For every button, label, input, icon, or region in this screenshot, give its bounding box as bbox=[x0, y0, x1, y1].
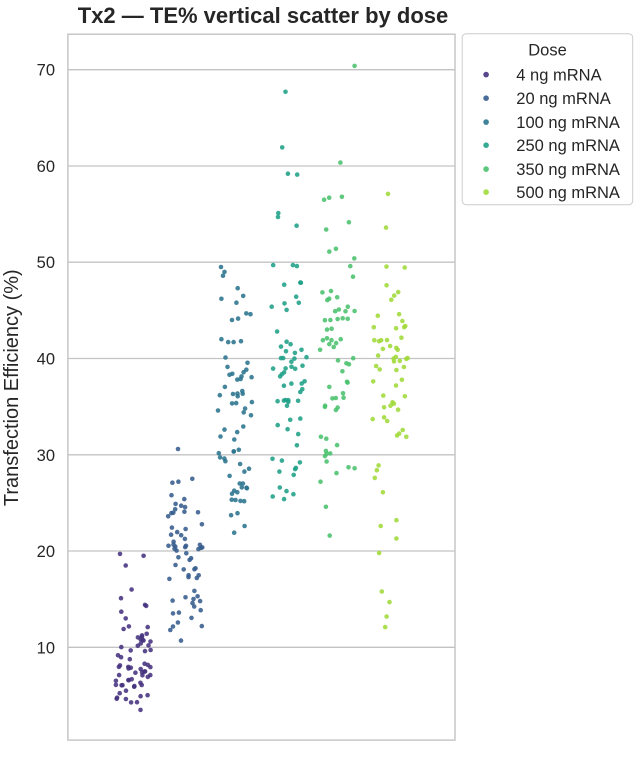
svg-text:20 ng mRNA: 20 ng mRNA bbox=[516, 90, 610, 108]
svg-text:4 ng mRNA: 4 ng mRNA bbox=[516, 67, 601, 85]
svg-text:Tx2 — TE% vertical scatter by: Tx2 — TE% vertical scatter by dose bbox=[78, 3, 449, 28]
svg-text:60: 60 bbox=[37, 158, 55, 176]
svg-text:20: 20 bbox=[37, 543, 55, 561]
svg-text:70: 70 bbox=[37, 62, 55, 80]
svg-text:40: 40 bbox=[37, 351, 55, 369]
svg-text:Dose: Dose bbox=[528, 41, 567, 59]
svg-text:500 ng mRNA: 500 ng mRNA bbox=[516, 184, 620, 202]
svg-text:30: 30 bbox=[37, 447, 55, 465]
svg-text:250 ng mRNA: 250 ng mRNA bbox=[516, 137, 620, 155]
svg-text:10: 10 bbox=[37, 639, 55, 657]
svg-text:350 ng mRNA: 350 ng mRNA bbox=[516, 161, 620, 179]
svg-text:Transfection Efficiency (%): Transfection Efficiency (%) bbox=[1, 269, 23, 506]
svg-text:100 ng mRNA: 100 ng mRNA bbox=[516, 114, 620, 132]
svg-text:50: 50 bbox=[37, 254, 55, 272]
